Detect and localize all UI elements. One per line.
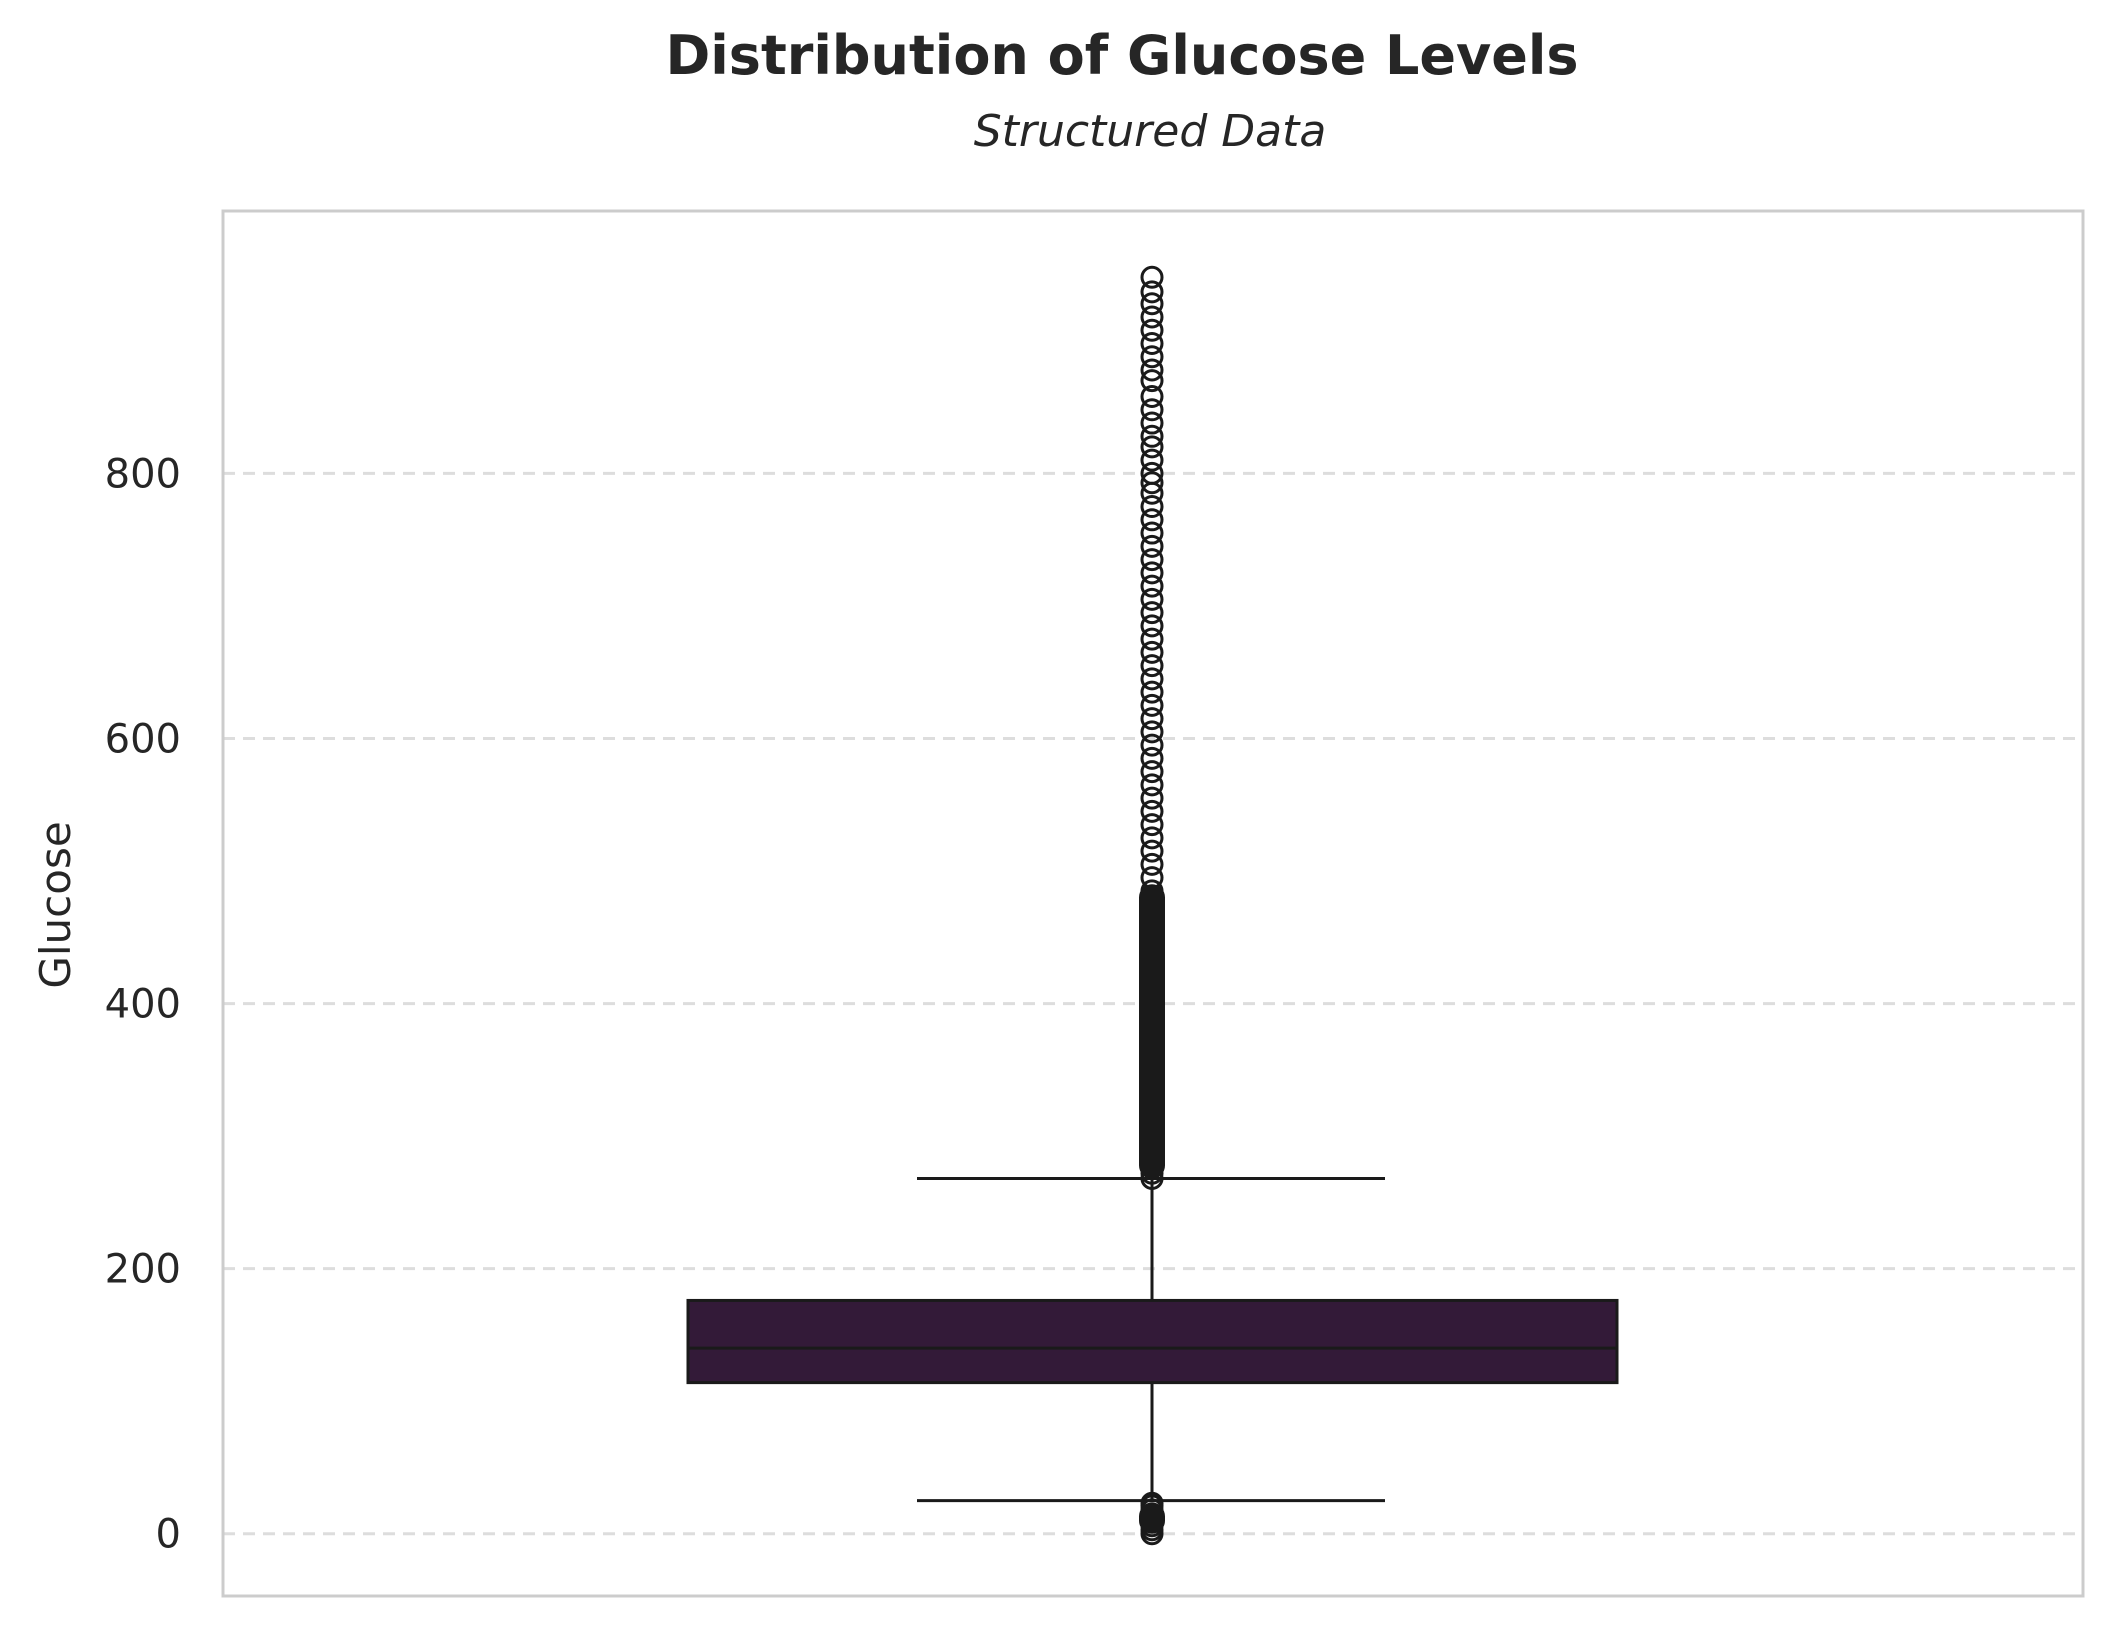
outlier-point (1140, 852, 1164, 876)
outlier-point (1140, 305, 1164, 329)
outlier-point (1140, 614, 1164, 638)
outlier-point (1140, 398, 1164, 422)
outlier-point (1140, 773, 1164, 797)
outlier-point (1140, 318, 1164, 342)
outlier-point (1140, 411, 1164, 435)
outlier-point (1140, 448, 1164, 472)
outlier-point (1140, 799, 1164, 823)
outlier-point (1140, 680, 1164, 704)
y-tick-label-600: 600 (105, 716, 181, 762)
outlier-point (1140, 358, 1164, 382)
outlier-point (1140, 424, 1164, 448)
outlier-point (1140, 707, 1164, 731)
outlier-points (1139, 265, 1165, 1546)
outlier-point (1140, 265, 1164, 289)
box-plot (686, 1177, 1619, 1503)
outlier-point (1140, 786, 1164, 810)
outlier-point (1140, 746, 1164, 770)
y-axis-ticks: 0 200 400 600 800 (105, 451, 181, 1557)
outlier-point (1140, 461, 1164, 485)
outlier-point (1140, 495, 1164, 519)
outlier-point (1140, 760, 1164, 784)
outlier-point (1140, 385, 1164, 409)
outlier-point (1140, 292, 1164, 316)
outlier-point (1140, 826, 1164, 850)
outlier-point (1140, 587, 1164, 611)
outlier-point (1140, 627, 1164, 651)
outlier-point (1140, 534, 1164, 558)
y-tick-label-200: 200 (105, 1247, 181, 1293)
outlier-point (1140, 813, 1164, 837)
outlier-point (1140, 574, 1164, 598)
dense-outlier-band-high (1139, 884, 1165, 1179)
outlier-point (1140, 733, 1164, 757)
outlier-point (1140, 667, 1164, 691)
y-tick-label-800: 800 (105, 451, 181, 497)
outlier-point (1140, 561, 1164, 585)
outlier-point (1140, 280, 1164, 304)
outlier-point (1140, 601, 1164, 625)
y-tick-label-0: 0 (156, 1512, 181, 1558)
outlier-point (1140, 508, 1164, 532)
y-axis-label: Glucose (31, 821, 80, 988)
outlier-point (1140, 471, 1164, 495)
outlier-point (1140, 839, 1164, 863)
outlier-point (1140, 548, 1164, 572)
outlier-point (1140, 332, 1164, 356)
outlier-point (1140, 640, 1164, 664)
y-tick-label-400: 400 (105, 982, 181, 1028)
plot-area-frame (221, 209, 2085, 1598)
outlier-point (1140, 521, 1164, 545)
outlier-point (1140, 345, 1164, 369)
interquartile-box (686, 1298, 1619, 1385)
outlier-point (1140, 654, 1164, 678)
dense-outlier-band-low (1139, 1503, 1165, 1534)
outlier-point (1140, 369, 1164, 393)
chart-title: Distribution of Glucose Levels (665, 24, 1578, 87)
outlier-point (1140, 435, 1164, 459)
outlier-point (1140, 720, 1164, 744)
outlier-point (1140, 693, 1164, 717)
chart-subtitle: Structured Data (974, 106, 1327, 157)
